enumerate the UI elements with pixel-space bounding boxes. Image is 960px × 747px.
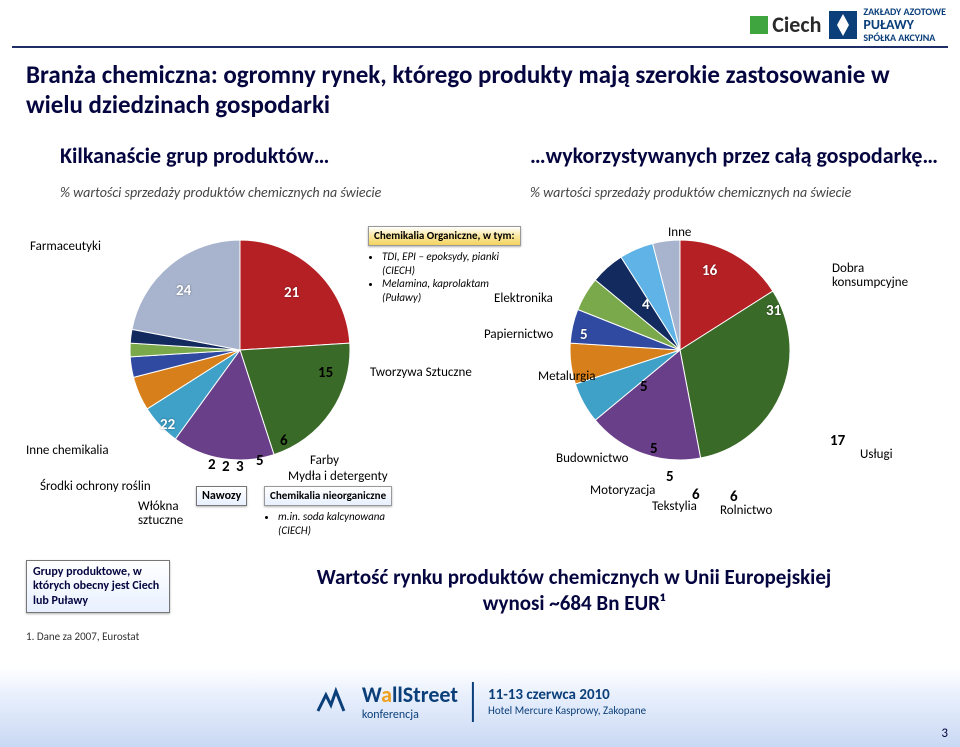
v-2b: 2	[208, 456, 216, 474]
lbl-mydla: Mydła i detergenty	[288, 470, 388, 484]
callout-organiczne-li1: TDI, EPI – epoksydy, pianki (CIECH)	[382, 250, 528, 278]
rv-5d: 5	[580, 326, 588, 344]
lbl-sor: Środki ochrony roślin	[40, 480, 151, 494]
lbl-metal: Metalurgia	[538, 370, 595, 384]
lbl-budow: Budownictwo	[556, 452, 629, 466]
lbl-farby: Farby	[310, 454, 339, 468]
v-6: 6	[280, 432, 288, 450]
ws-sub: konferencja	[362, 708, 458, 722]
footer: WallStreet konferencja 11-13 czerwca 201…	[0, 667, 960, 747]
page-title: Branża chemiczna: ogromny rynek, którego…	[26, 60, 934, 120]
rv-5b: 5	[650, 440, 658, 458]
lbl-dobra: Dobra konsumpcyjne	[832, 262, 932, 291]
v-15: 15	[318, 364, 333, 382]
right-heading: …wykorzystywanych przez całą gospodarkę…	[530, 142, 938, 169]
callout-nieorg-li1: m.in. soda kalcynowana (CIECH)	[278, 510, 414, 538]
za-line3: SPÓŁKA AKCYJNA	[863, 32, 946, 43]
page-number: 3	[941, 726, 948, 741]
label-nawozy-hl: Nawozy	[196, 486, 247, 506]
lbl-elektr: Elektronika	[494, 292, 553, 306]
v-5: 5	[256, 452, 264, 470]
logo-za: ZAKŁADY AZOTOWE PUŁAWY SPÓŁKA AKCYJNA	[829, 6, 946, 43]
left-sub: % wartości sprzedaży produktów chemiczny…	[60, 184, 381, 201]
lbl-wlokna: Włókna sztuczne	[138, 500, 198, 529]
lbl-motor: Motoryzacja	[590, 484, 655, 498]
rv-5a: 5	[666, 468, 674, 486]
left-heading: Kilkanaście grup produktów…	[60, 142, 329, 169]
divider	[12, 46, 948, 48]
lbl-farmaceutyki: Farmaceutyki	[30, 240, 101, 254]
za-mark-icon	[829, 11, 857, 39]
pie-right	[560, 230, 800, 470]
lbl-inne-chem: Inne chemikalia	[26, 444, 109, 458]
lbl-uslugi: Usługi	[860, 448, 893, 462]
legend-box: Grupy produktowe, w których obecny jest …	[26, 560, 170, 613]
ws-icon	[314, 685, 348, 719]
lbl-tekstylia: Tekstylia	[652, 500, 697, 514]
callout-nieorg: Chemikalia nieorganiczne m.in. soda kalc…	[264, 486, 414, 537]
za-line2: PUŁAWY	[863, 17, 946, 32]
callout-organiczne-hdr: Chemikalia Organiczne, w tym:	[368, 226, 521, 246]
ws-logo: WallStreet	[362, 681, 458, 708]
logo-bar: Ciech ZAKŁADY AZOTOWE PUŁAWY SPÓŁKA AKCY…	[750, 6, 946, 43]
ws-loc: Hotel Mercure Kasprowy, Zakopane	[488, 704, 646, 717]
value-l1: Wartość rynku produktów chemicznych w Un…	[218, 564, 930, 590]
ws-date: 11-13 czerwca 2010	[488, 686, 646, 704]
rv-6a: 6	[730, 488, 738, 506]
v-3: 3	[236, 458, 244, 476]
ciech-text: Ciech	[772, 11, 821, 38]
callout-nieorg-hdr: Chemikalia nieorganiczne	[264, 486, 392, 506]
ciech-mark-icon	[750, 16, 768, 34]
v-21: 21	[284, 284, 299, 302]
lbl-rolnictwo: Rolnictwo	[720, 504, 772, 518]
logo-ciech: Ciech	[750, 11, 821, 38]
pie-left	[120, 230, 360, 470]
footer-inner: WallStreet konferencja 11-13 czerwca 201…	[314, 681, 646, 722]
value-l2: wynosi ~684 Bn EUR¹	[218, 590, 930, 616]
v-24: 24	[176, 282, 191, 300]
rv-31: 31	[766, 302, 781, 320]
right-sub: % wartości sprzedaży produktów chemiczny…	[530, 184, 851, 201]
lbl-inne: Inne	[668, 226, 691, 240]
rv-4: 4	[642, 296, 650, 314]
lbl-papier: Papiernictwo	[484, 328, 553, 342]
rv-5c: 5	[640, 378, 648, 396]
lbl-tworzywa: Tworzywa Sztuczne	[370, 366, 472, 380]
value-statement: Wartość rynku produktów chemicznych w Un…	[218, 564, 930, 617]
rv-6b: 6	[692, 486, 700, 504]
v-22: 22	[160, 416, 175, 434]
rv-16: 16	[702, 262, 717, 280]
v-2a: 2	[222, 458, 230, 476]
footnote: 1. Dane za 2007, Eurostat	[26, 630, 139, 643]
rv-17: 17	[830, 432, 845, 450]
